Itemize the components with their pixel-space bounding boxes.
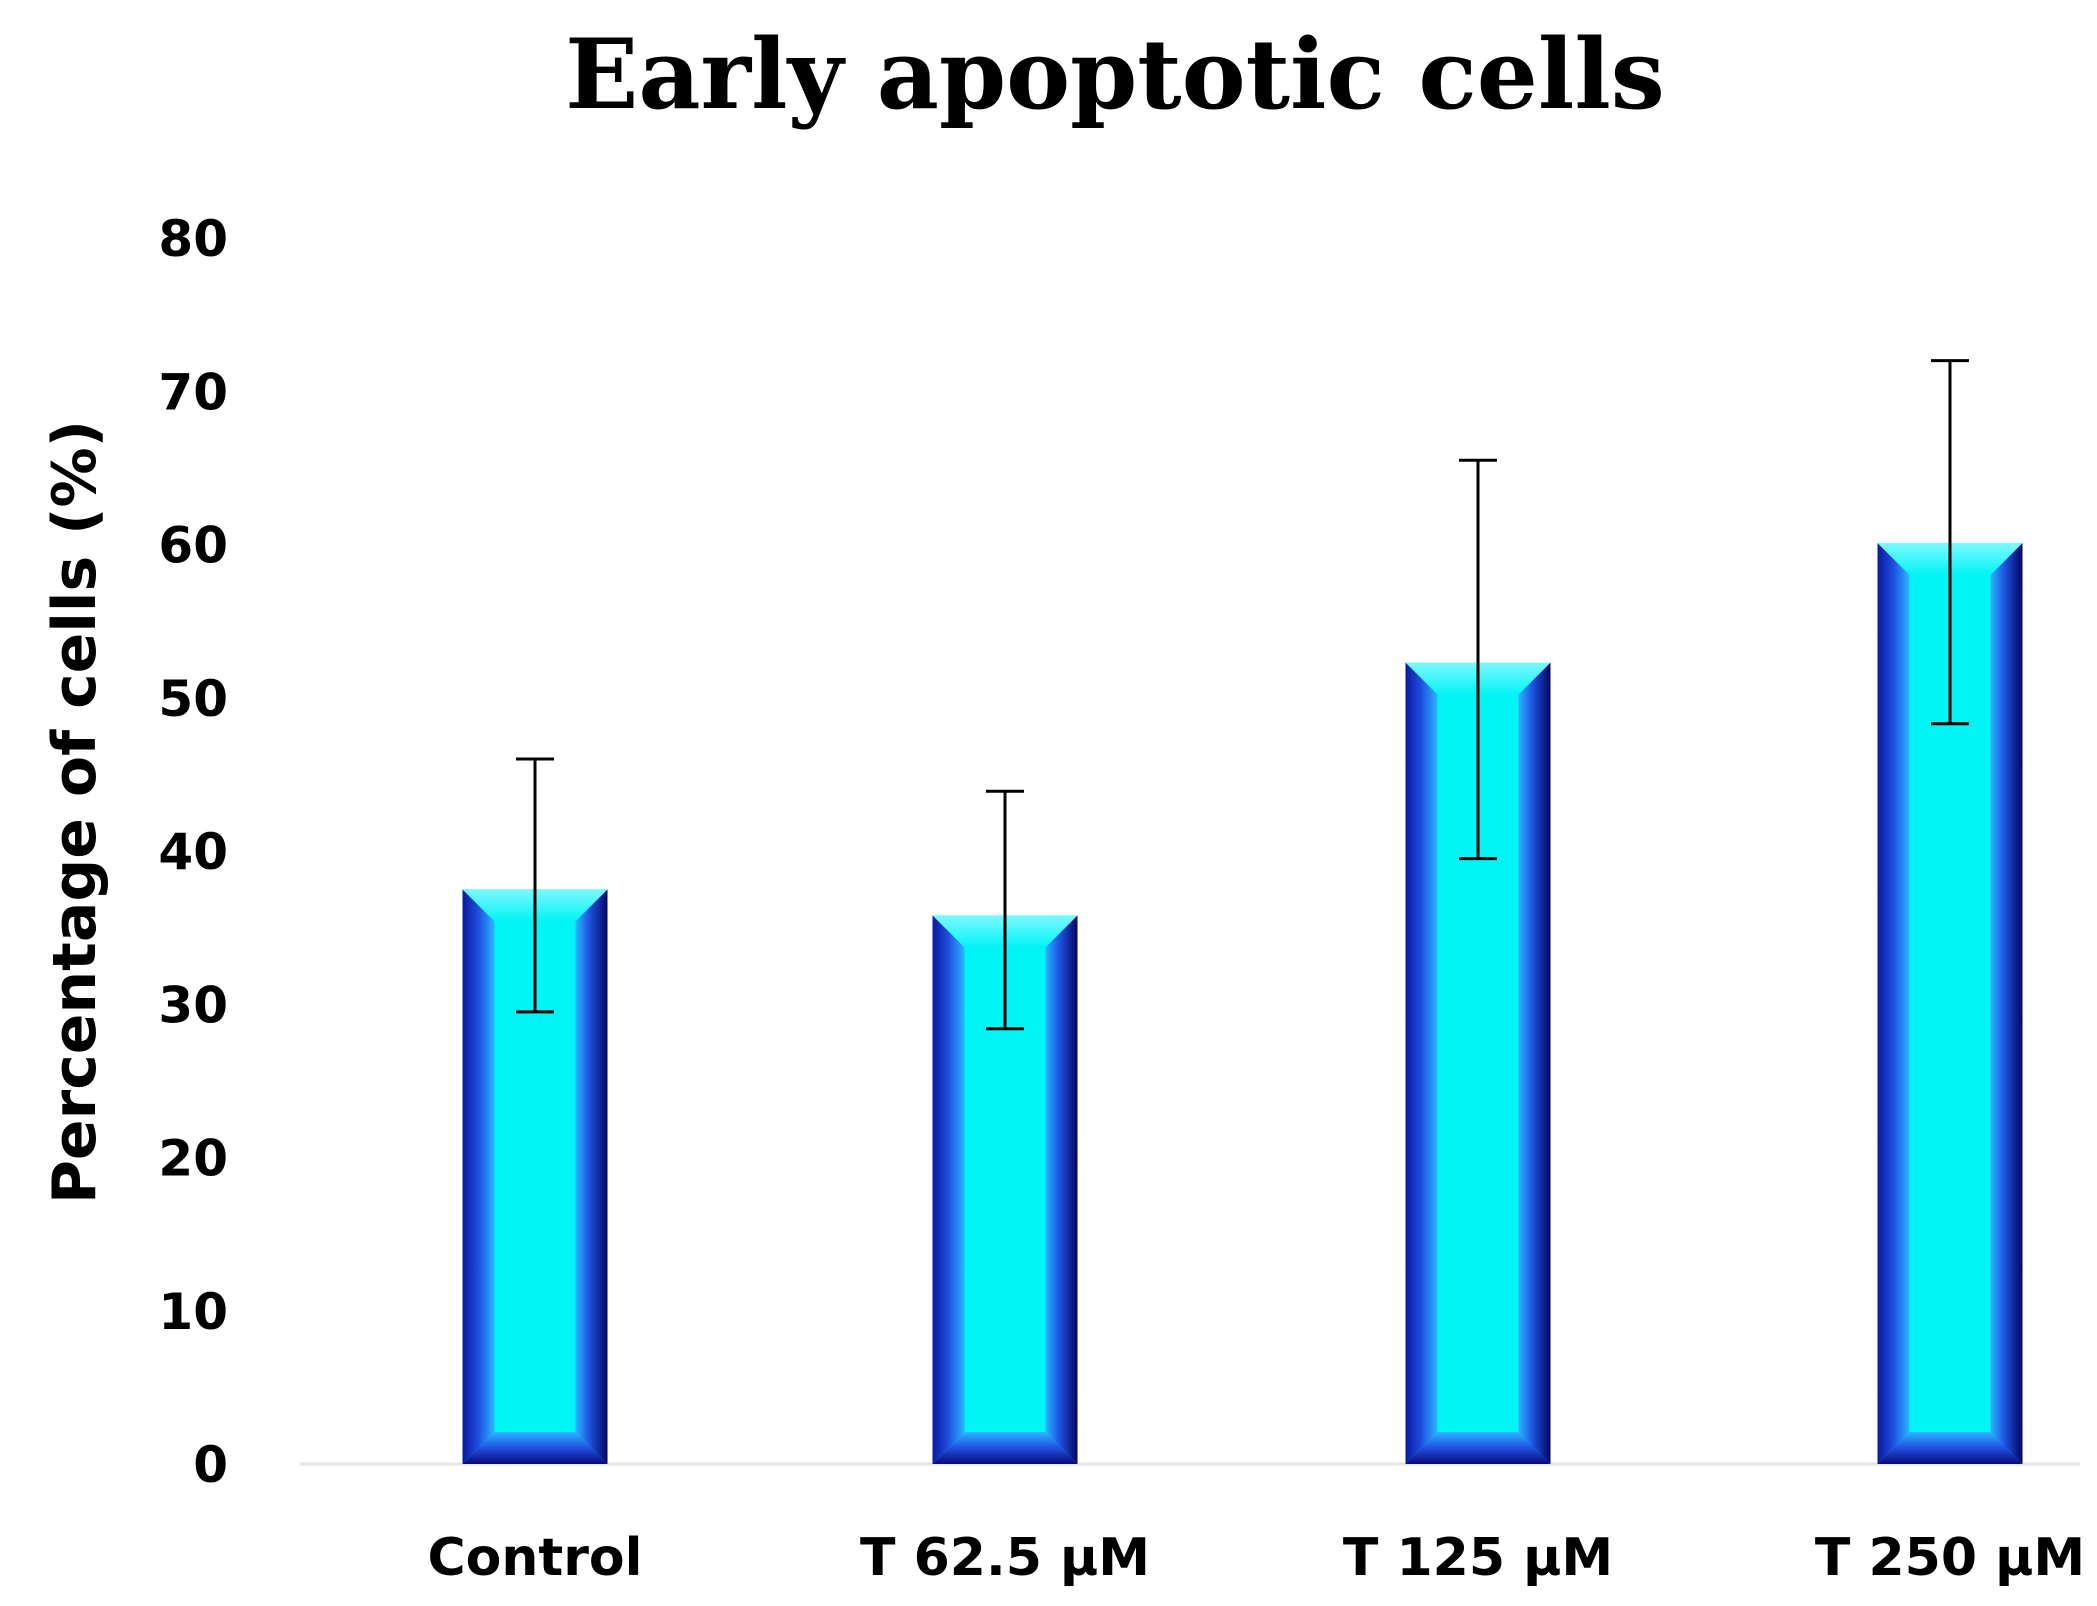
bar-bevel-right	[1045, 915, 1078, 1464]
y-tick-label: 70	[158, 363, 228, 421]
chart-title: Early apoptotic cells	[565, 18, 1665, 131]
bar	[1877, 542, 2023, 1464]
bar-bevel-left	[932, 915, 965, 1464]
x-tick-label: T 125 μM	[1343, 1528, 1613, 1588]
y-tick-label: 20	[158, 1130, 228, 1188]
y-tick-label: 50	[158, 670, 228, 728]
y-tick-label: 60	[158, 517, 228, 575]
y-tick-label: 0	[193, 1436, 228, 1494]
y-axis-ticks: 0 10 20 30 40 50 60 70 80	[158, 210, 228, 1494]
y-axis-title: Percentage of cells (%)	[40, 420, 110, 1204]
bar-bevel-left	[1405, 662, 1438, 1464]
bar-bevel-bottom	[462, 1432, 608, 1464]
bar-bevel-right	[1990, 542, 2023, 1464]
y-tick-label: 80	[158, 210, 228, 268]
bar-bevel-left	[1877, 542, 1910, 1464]
bar-bevel-right	[1518, 662, 1551, 1464]
error-bar	[516, 757, 554, 1014]
x-tick-label: Control	[428, 1528, 643, 1588]
y-tick-label: 10	[158, 1283, 228, 1341]
bars	[462, 542, 2023, 1464]
bar-bevel-left	[462, 889, 495, 1464]
bar-bevel-bottom	[1405, 1432, 1551, 1464]
y-tick-label: 30	[158, 976, 228, 1034]
error-bars	[516, 359, 1969, 1031]
y-tick-label: 40	[158, 823, 228, 881]
x-tick-label: T 250 μM	[1815, 1528, 2085, 1588]
x-axis-labels: Control T 62.5 μM T 125 μM T 250 μM	[428, 1528, 2086, 1588]
bar-bevel-bottom	[1877, 1432, 2023, 1464]
error-bar	[986, 789, 1024, 1031]
bar-bevel-right	[575, 889, 608, 1464]
error-bar	[1459, 458, 1497, 861]
error-bar	[1931, 359, 1969, 726]
x-tick-label: T 62.5 μM	[860, 1528, 1150, 1588]
bar-bevel-bottom	[932, 1432, 1078, 1464]
